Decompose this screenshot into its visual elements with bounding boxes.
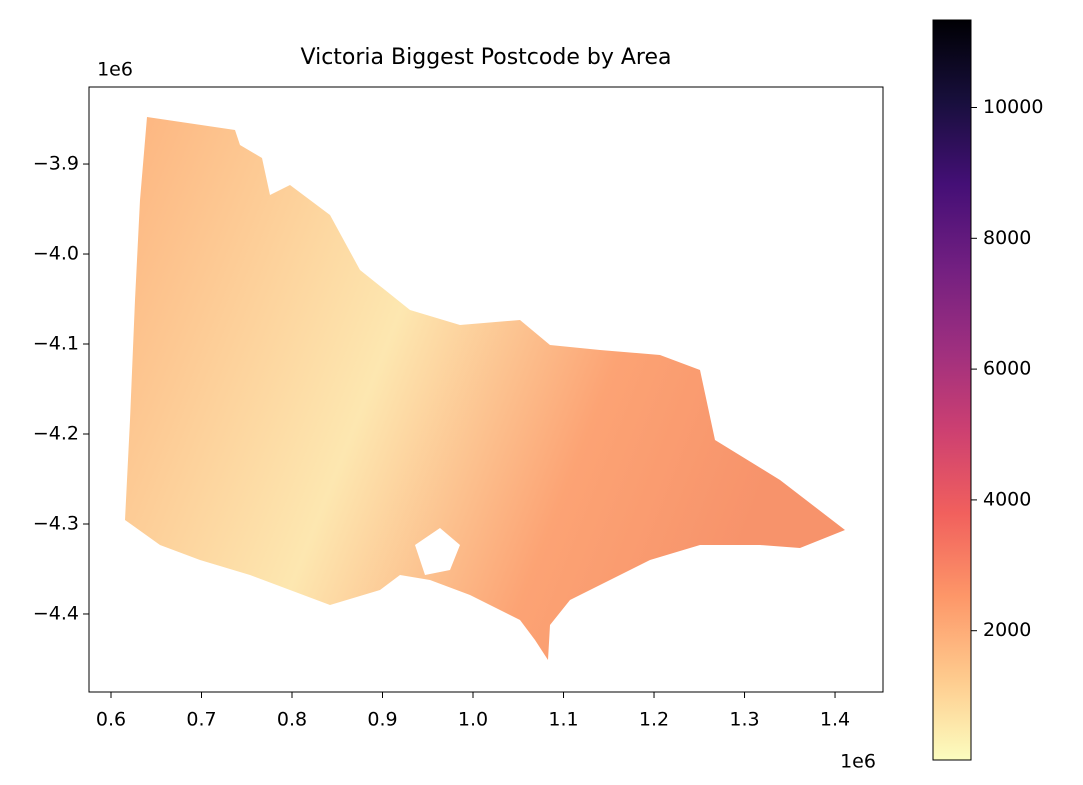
y-tick-label: −4.3 [33,512,79,534]
colorbar-tick-label: 10000 [983,96,1043,118]
y-tick-label: −4.4 [33,602,79,624]
x-tick-label: 1.4 [820,709,850,731]
y-tick-label: −3.9 [33,153,79,175]
colorbar [933,20,971,760]
y-tick-label: −4.0 [33,243,79,265]
y-tick-label: −4.1 [33,333,79,355]
axes-frame [88,86,884,693]
x-tick-label: 1.3 [729,709,759,731]
x-tick-label: 1.0 [458,709,488,731]
x-tick-label: 0.8 [277,709,307,731]
bay [415,528,460,575]
x-tick-label: 1.1 [548,709,578,731]
colorbar-tick-label: 8000 [983,227,1031,249]
y-tick-label: −4.2 [33,422,79,444]
x-offset-label: 1e6 [840,751,876,773]
y-offset-label: 1e6 [97,59,133,81]
colorbar-tick-label: 6000 [983,358,1031,380]
colorbar-tick-label: 4000 [983,488,1031,510]
x-tick-label: 0.9 [367,709,397,731]
x-tick-label: 1.2 [639,709,669,731]
colorbar-tick-label: 2000 [983,619,1031,641]
chart-title: Victoria Biggest Postcode by Area [301,45,672,70]
colorbar-frame [932,19,972,761]
x-tick-label: 0.7 [186,709,216,731]
x-tick-label: 0.6 [96,709,126,731]
victoria-outline [125,117,845,660]
